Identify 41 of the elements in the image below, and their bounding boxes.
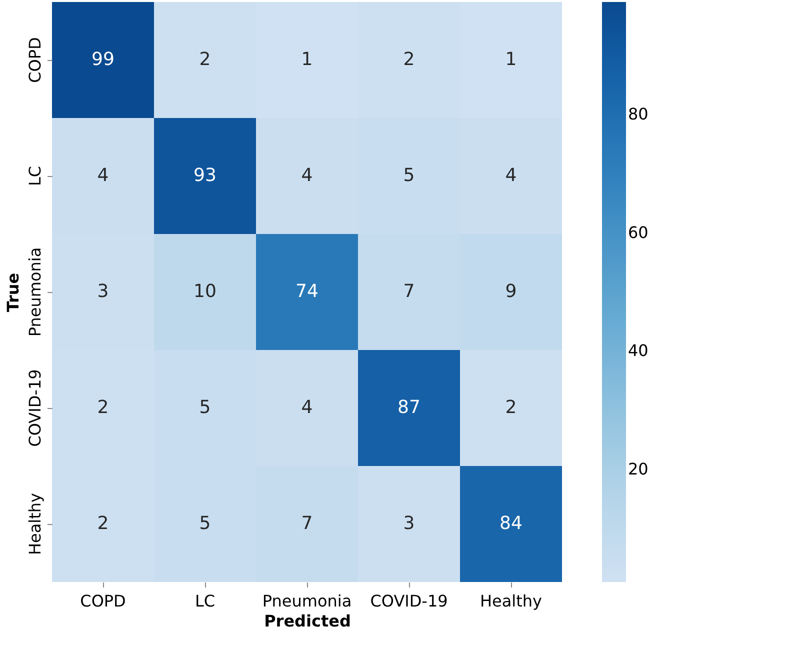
color-bar-label: 80 [628, 104, 648, 124]
x-tick-label: COPD [80, 592, 126, 610]
color-bar-label: 60 [628, 222, 648, 242]
data-label: 5 [199, 397, 211, 418]
data-label: 4 [505, 165, 517, 186]
data-label: 3 [97, 281, 109, 302]
color-bar-label: 40 [628, 341, 648, 360]
y-axis-title: True [4, 272, 22, 312]
x-tick-label: LC [194, 592, 216, 610]
data-label: 74 [296, 281, 318, 302]
data-label: 2 [97, 397, 109, 418]
data-label: 7 [301, 513, 313, 534]
data-label: 9 [505, 281, 517, 302]
x-axis-title: Predicted [264, 612, 351, 630]
x-tick-label: Pneumonia [262, 592, 352, 610]
data-label: 93 [194, 165, 216, 186]
data-label: 7 [403, 281, 415, 302]
data-label: 2 [97, 513, 109, 534]
data-label: 1 [301, 49, 313, 70]
color-bar-label: 20 [628, 460, 648, 479]
data-label: 4 [301, 165, 313, 186]
data-label: 4 [301, 397, 313, 418]
data-label: 5 [199, 513, 211, 534]
y-tick-label: Healthy [26, 492, 44, 556]
data-label: 2 [505, 397, 517, 418]
x-tick-label: Healthy [480, 592, 542, 610]
data-label: 3 [403, 513, 415, 534]
y-tick-label: COVID-19 [26, 369, 44, 447]
data-label: 1 [505, 49, 517, 70]
data-label: 2 [403, 49, 415, 70]
data-label: 99 [92, 49, 114, 70]
y-tick-label: Pneumonia [26, 247, 44, 337]
data-label: 10 [194, 281, 216, 302]
y-tick-label: LC [26, 166, 44, 186]
data-label: 5 [403, 165, 415, 186]
data-label: 84 [500, 513, 522, 534]
data-label: 87 [398, 397, 420, 418]
x-tick-label: COVID-19 [370, 592, 448, 610]
data-label: 4 [97, 165, 109, 186]
y-tick-label: COPD [26, 37, 44, 83]
data-label: 2 [199, 49, 211, 70]
